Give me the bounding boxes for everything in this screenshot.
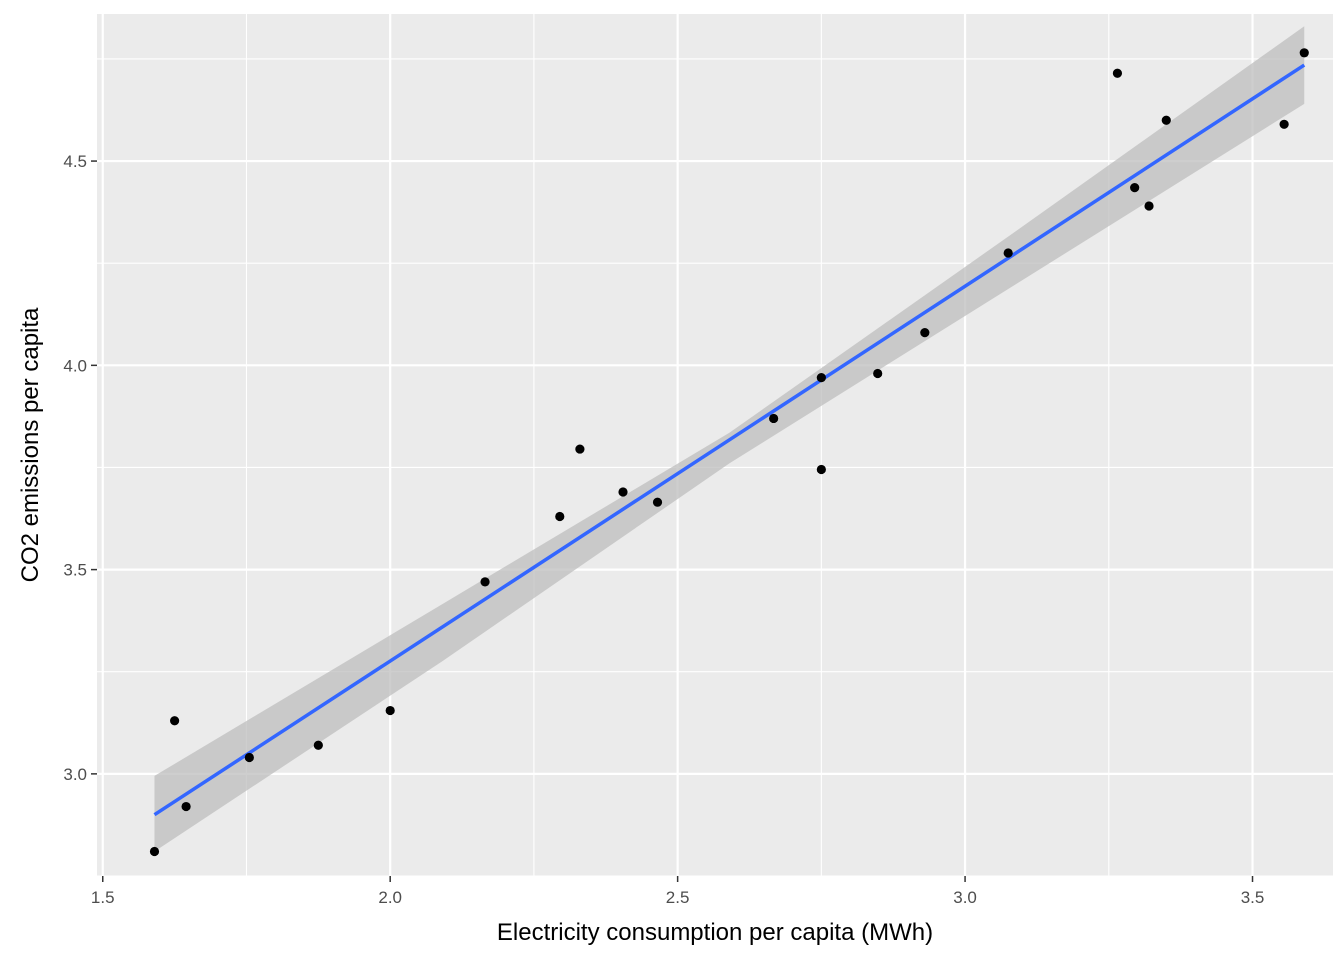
x-axis-ticks: 1.5 2.0 2.5 3.0 3.5 — [91, 876, 1264, 907]
x-axis-title: Electricity consumption per capita (MWh) — [497, 919, 933, 946]
regression-line — [153, 63, 1306, 817]
data-point — [149, 846, 160, 857]
data-point — [1161, 115, 1171, 125]
data-point — [652, 497, 663, 507]
data-point — [385, 705, 395, 716]
data-point — [920, 328, 930, 338]
data-points — [149, 48, 1309, 857]
data-point — [1003, 248, 1013, 258]
data-point — [1279, 119, 1289, 129]
data-point — [313, 740, 323, 750]
data-point — [1112, 68, 1123, 78]
data-point — [170, 716, 180, 726]
y-tick-label: 4.0 — [63, 356, 87, 375]
y-axis-ticks: 3.0 3.5 4.0 4.5 — [63, 152, 97, 784]
y-tick-label: 3.5 — [63, 561, 87, 580]
data-point — [181, 801, 191, 812]
data-point — [1144, 201, 1154, 211]
major-gridlines — [97, 14, 1333, 876]
x-tick-label: 2.0 — [378, 888, 402, 907]
data-point — [618, 487, 628, 497]
y-tick-label: 3.0 — [63, 765, 87, 784]
y-axis-title: CO2 emissions per capita — [17, 307, 44, 582]
minor-gridlines — [97, 14, 1333, 877]
data-point — [816, 464, 826, 475]
data-point — [816, 372, 826, 383]
data-point — [575, 444, 585, 454]
x-tick-label: 3.0 — [953, 888, 977, 907]
x-tick-label: 2.5 — [666, 888, 690, 907]
data-point — [1130, 183, 1140, 193]
data-point — [1299, 48, 1309, 58]
x-tick-label: 3.5 — [1241, 888, 1265, 907]
data-point — [769, 413, 779, 424]
data-point — [244, 752, 254, 763]
data-point — [873, 368, 883, 379]
y-tick-label: 4.5 — [63, 152, 87, 171]
data-point — [480, 577, 490, 587]
x-tick-label: 1.5 — [91, 888, 115, 907]
data-point — [555, 511, 565, 522]
